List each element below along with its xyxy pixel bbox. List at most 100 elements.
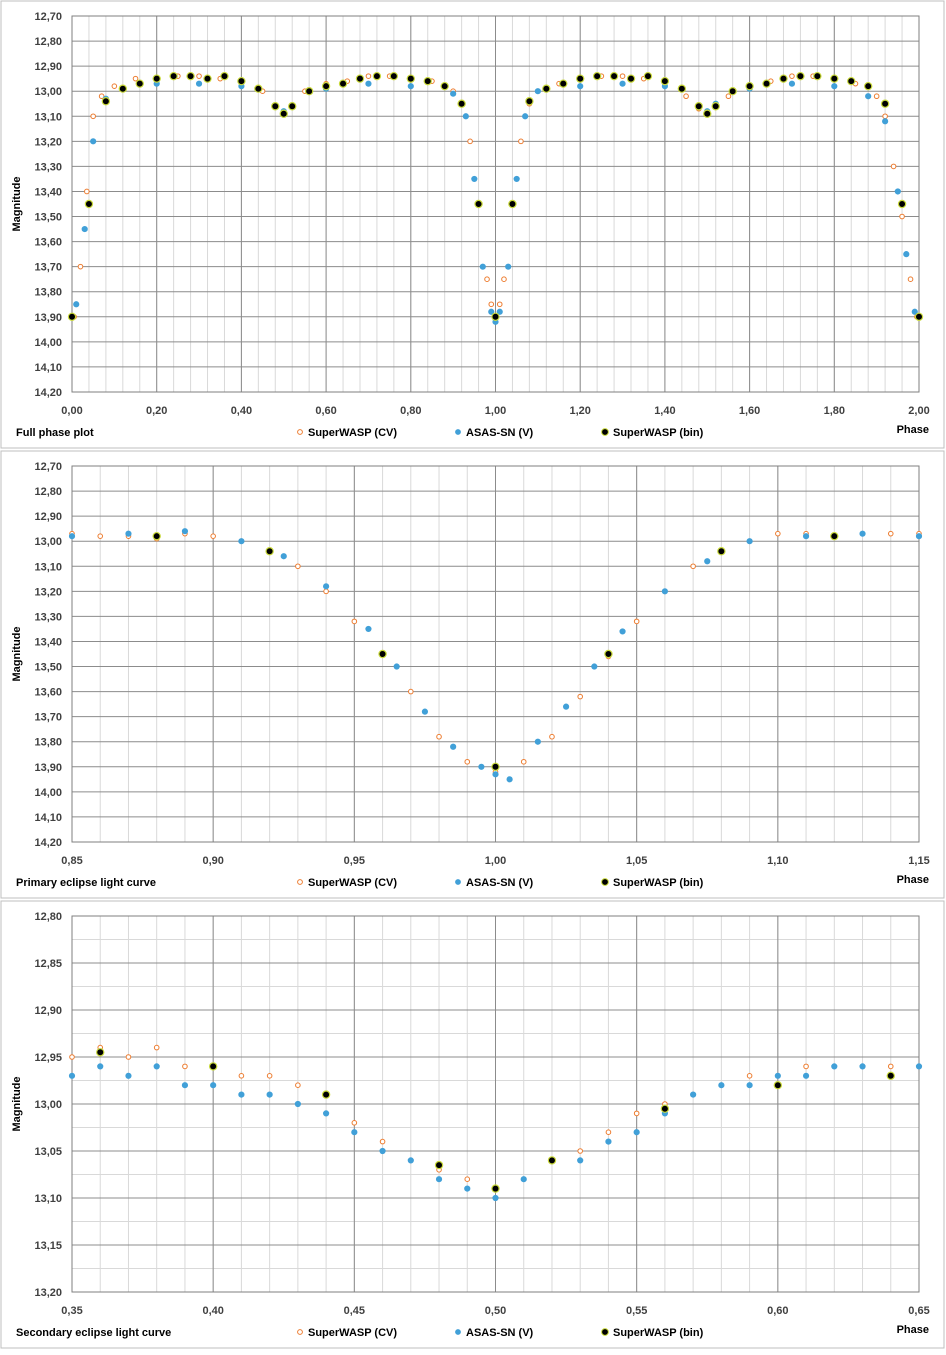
- y-tick-label: 13,10: [34, 1193, 62, 1205]
- data-point: [271, 102, 280, 111]
- y-tick-label: 13,40: [34, 186, 62, 198]
- y-tick-label: 12,80: [34, 911, 62, 923]
- data-point: [534, 88, 541, 95]
- data-point: [911, 308, 918, 315]
- legend-marker: [601, 1328, 609, 1336]
- data-point: [626, 74, 636, 83]
- data-point: [683, 93, 689, 100]
- x-tick-label: 0,85: [61, 855, 82, 867]
- plot-area: [71, 15, 920, 393]
- panel-frame: [0, 0, 945, 449]
- data-point: [789, 73, 795, 79]
- data-point: [690, 563, 696, 570]
- data-point: [873, 93, 880, 100]
- panel-frame: [0, 450, 945, 899]
- y-axis-label: Magnitude: [11, 627, 23, 682]
- data-point: [859, 1063, 866, 1070]
- data-point: [125, 530, 132, 537]
- data-point: [436, 733, 442, 740]
- legend-marker: [455, 429, 461, 435]
- data-point: [718, 1082, 725, 1089]
- legend-label: SuperWASP (bin): [613, 1327, 704, 1339]
- legend-entry-superwasp_cv: SuperWASP (CV): [297, 877, 397, 889]
- data-point: [547, 1156, 557, 1165]
- y-axis-label: Magnitude: [11, 177, 23, 232]
- chart-title: Primary eclipse light curve: [16, 877, 156, 889]
- data-point: [372, 71, 382, 81]
- x-tick-label: 1,60: [739, 405, 760, 417]
- data-point: [534, 738, 541, 745]
- data-point: [421, 708, 429, 715]
- y-tick-label: 12,90: [34, 1005, 62, 1017]
- x-tick-label: 1,20: [569, 405, 590, 417]
- data-point: [450, 90, 457, 97]
- data-point: [266, 1073, 273, 1079]
- data-point: [464, 758, 471, 765]
- data-point: [288, 102, 297, 111]
- data-point: [97, 533, 104, 539]
- legend-marker: [455, 879, 461, 885]
- data-point: [508, 199, 517, 209]
- data-point: [464, 1176, 471, 1182]
- data-point: [802, 1072, 810, 1079]
- data-point: [894, 188, 901, 195]
- data-point: [549, 733, 555, 740]
- y-tick-label: 12,95: [34, 1052, 62, 1064]
- data-point: [479, 263, 486, 270]
- x-tick-label: 0,45: [344, 1305, 365, 1317]
- data-point: [152, 74, 161, 83]
- data-point: [542, 84, 551, 93]
- legend-entry-superwasp_cv: SuperWASP (CV): [297, 1327, 397, 1339]
- data-point: [435, 1176, 443, 1183]
- x-tick-label: 0,60: [767, 1305, 788, 1317]
- legend-entry-superwasp_cv: SuperWASP (CV): [297, 427, 397, 439]
- data-point: [661, 588, 669, 595]
- data-point: [323, 583, 330, 590]
- y-tick-label: 12,90: [34, 511, 62, 523]
- data-point: [886, 1071, 895, 1081]
- data-point: [762, 79, 771, 88]
- data-point: [899, 213, 905, 220]
- data-point: [577, 693, 584, 700]
- x-tick-label: 1,15: [908, 855, 929, 867]
- legend-marker: [455, 1329, 461, 1335]
- data-point: [907, 276, 914, 283]
- x-tick-label: 0,40: [202, 1305, 223, 1317]
- y-tick-label: 13,20: [34, 136, 62, 148]
- y-tick-label: 12,70: [34, 11, 62, 23]
- data-point: [238, 1073, 245, 1079]
- y-tick-label: 13,80: [34, 737, 62, 749]
- data-point: [181, 528, 189, 535]
- data-point: [393, 663, 400, 670]
- data-point: [471, 175, 478, 183]
- data-point: [467, 138, 473, 145]
- data-point: [210, 1082, 217, 1089]
- data-point: [98, 93, 105, 100]
- data-point: [660, 1104, 670, 1113]
- data-point: [903, 251, 910, 258]
- y-tick-label: 14,20: [34, 837, 62, 849]
- y-tick-label: 14,10: [34, 362, 62, 374]
- legend-entry-superwasp_bin: SuperWASP (bin): [601, 427, 704, 439]
- y-tick-label: 13,30: [34, 161, 62, 173]
- data-point: [562, 703, 570, 710]
- data-point: [407, 83, 414, 90]
- data-point: [890, 163, 897, 170]
- data-point: [728, 86, 737, 96]
- data-point: [295, 563, 301, 570]
- data-point: [591, 663, 598, 670]
- data-point: [73, 301, 80, 308]
- x-tick-label: 0,20: [146, 405, 167, 417]
- y-tick-label: 13,60: [34, 687, 62, 699]
- data-point: [619, 80, 626, 87]
- y-tick-label: 13,90: [34, 312, 62, 324]
- legend-entry-superwasp_bin: SuperWASP (bin): [601, 1327, 704, 1339]
- data-point: [101, 97, 111, 106]
- data-point: [887, 1063, 894, 1070]
- data-point: [520, 1176, 527, 1183]
- x-tick-label: 0,90: [202, 855, 223, 867]
- y-tick-label: 13,00: [34, 1099, 62, 1111]
- data-point: [520, 758, 527, 765]
- y-tick-label: 13,80: [34, 287, 62, 299]
- legend-label: SuperWASP (bin): [613, 877, 704, 889]
